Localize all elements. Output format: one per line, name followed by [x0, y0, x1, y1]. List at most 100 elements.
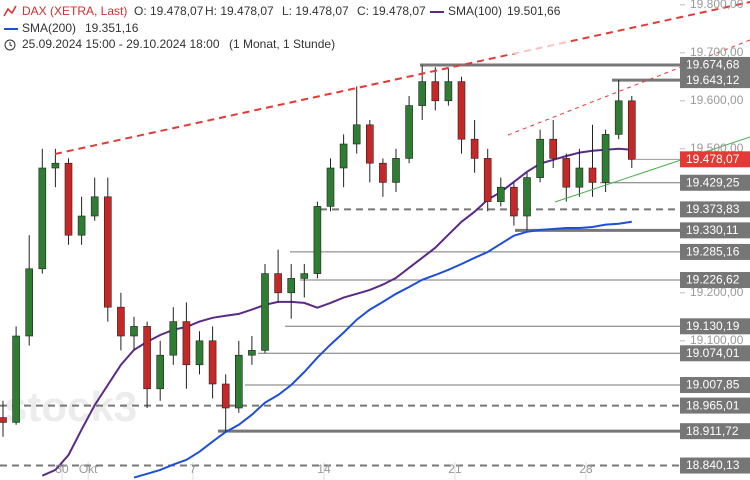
header-bg [0, 2, 570, 54]
y-tick-label: 19.100,00 [690, 333, 744, 347]
legend-name: SMA(100) [448, 4, 502, 18]
candle-body [444, 81, 453, 102]
level-label: 19.130,19 [686, 319, 740, 333]
clock-icon [4, 39, 16, 51]
candle-body [418, 81, 427, 106]
level-box [680, 377, 750, 394]
sma-line [133, 220, 632, 479]
level-label: 18.965,01 [686, 398, 740, 412]
ohlc: L: 19.478,07 [282, 4, 349, 18]
level-box [680, 318, 750, 335]
candle-body [261, 273, 269, 351]
y-tick-label: 19.200,00 [690, 285, 744, 299]
icon [3, 5, 17, 17]
candle-body [523, 177, 531, 217]
header: DAX (XETRA, Last) O: 19.478,07 H: 19.478… [0, 2, 570, 54]
level-label: 19.373,83 [686, 202, 740, 216]
level-box [680, 222, 750, 239]
candle-body [64, 162, 73, 236]
level-box [680, 56, 750, 73]
legend-name: SMA(200) [22, 21, 76, 35]
y-tick-label: 19.600,00 [690, 93, 744, 107]
level-label: 19.643,12 [686, 73, 740, 87]
candle-body [627, 100, 636, 160]
level-label: 18.911,72 [686, 424, 739, 438]
instrument: DAX (XETRA, Last) [22, 4, 127, 18]
candle-body [221, 383, 230, 409]
level-label: 19.226,62 [686, 273, 740, 287]
level-label: 19.330,11 [686, 223, 739, 237]
level-box [680, 174, 750, 191]
level-box [680, 397, 750, 414]
candle-body [274, 273, 282, 294]
level-box [680, 423, 750, 440]
level-box [680, 272, 750, 289]
candle-body [496, 186, 505, 202]
candle-body [588, 167, 597, 183]
candle-body [143, 326, 151, 390]
level-box [680, 243, 750, 260]
watermark: stock3 [4, 383, 137, 430]
candle-body [549, 138, 558, 159]
candle-body [248, 350, 256, 356]
ohlc: C: 19.478,07 [357, 4, 426, 18]
level-label: 19.429,25 [686, 175, 740, 189]
candle-body [536, 138, 544, 178]
candle-body [51, 162, 60, 169]
legend-value: 19.351,16 [85, 21, 139, 35]
candle-body [90, 196, 99, 217]
trend-line [54, 1, 750, 155]
candle-body [510, 186, 518, 217]
candle-body [601, 134, 610, 183]
level-box [680, 457, 750, 474]
level-label: 19.674,68 [686, 58, 740, 72]
candle-body [575, 167, 584, 188]
candle-body [12, 335, 20, 423]
x-tick-label: 14 [317, 462, 331, 476]
candle-body [25, 268, 34, 337]
candle-body [614, 100, 623, 135]
candle-body [405, 105, 413, 159]
plot [0, 63, 680, 480]
x-tick-label: 7 [190, 462, 197, 476]
level-box [680, 345, 750, 362]
ohlc: H: 19.478,07 [205, 4, 274, 18]
price-axis: 19.800,0019.700,0019.600,0019.500,0019.2… [55, 0, 750, 476]
candle-body [483, 158, 492, 202]
trend-line [507, 39, 750, 136]
period: 25.09.2024 15:00 - 29.10.2024 18:00 [22, 37, 220, 51]
candle-body [562, 158, 571, 188]
candle-body [0, 417, 7, 423]
candle-body [195, 340, 204, 366]
candle-body [470, 138, 479, 159]
level-label: 18.840,13 [686, 458, 740, 472]
trend-line [554, 136, 750, 203]
level-label: 19.007,85 [686, 378, 740, 392]
candle-body [313, 206, 322, 274]
y-tick-label: 19.800,00 [690, 0, 744, 11]
level-box [680, 201, 750, 218]
candle-body [117, 306, 125, 337]
candle-body [38, 167, 47, 270]
ohlc: O: 19.478,07 [134, 4, 204, 18]
candle-body [77, 215, 86, 236]
level-box [680, 151, 750, 168]
candle-body [208, 340, 217, 385]
candle-body [339, 143, 348, 169]
candle-body [169, 321, 178, 356]
candle-body [235, 354, 243, 409]
legend-value: 19.501,66 [507, 4, 561, 18]
x-tick-label: Okt [79, 462, 98, 476]
candle-body [182, 321, 191, 366]
y-tick-label: 19.700,00 [690, 45, 744, 59]
candle-body [104, 196, 112, 308]
candle-body [457, 81, 466, 140]
x-tick-label: 28 [579, 462, 593, 476]
candle-body [326, 167, 335, 207]
level-label: 19.478,07 [686, 152, 740, 166]
candle-body [379, 162, 387, 183]
level-label: 19.074,01 [686, 346, 740, 360]
candle-body [352, 124, 361, 145]
